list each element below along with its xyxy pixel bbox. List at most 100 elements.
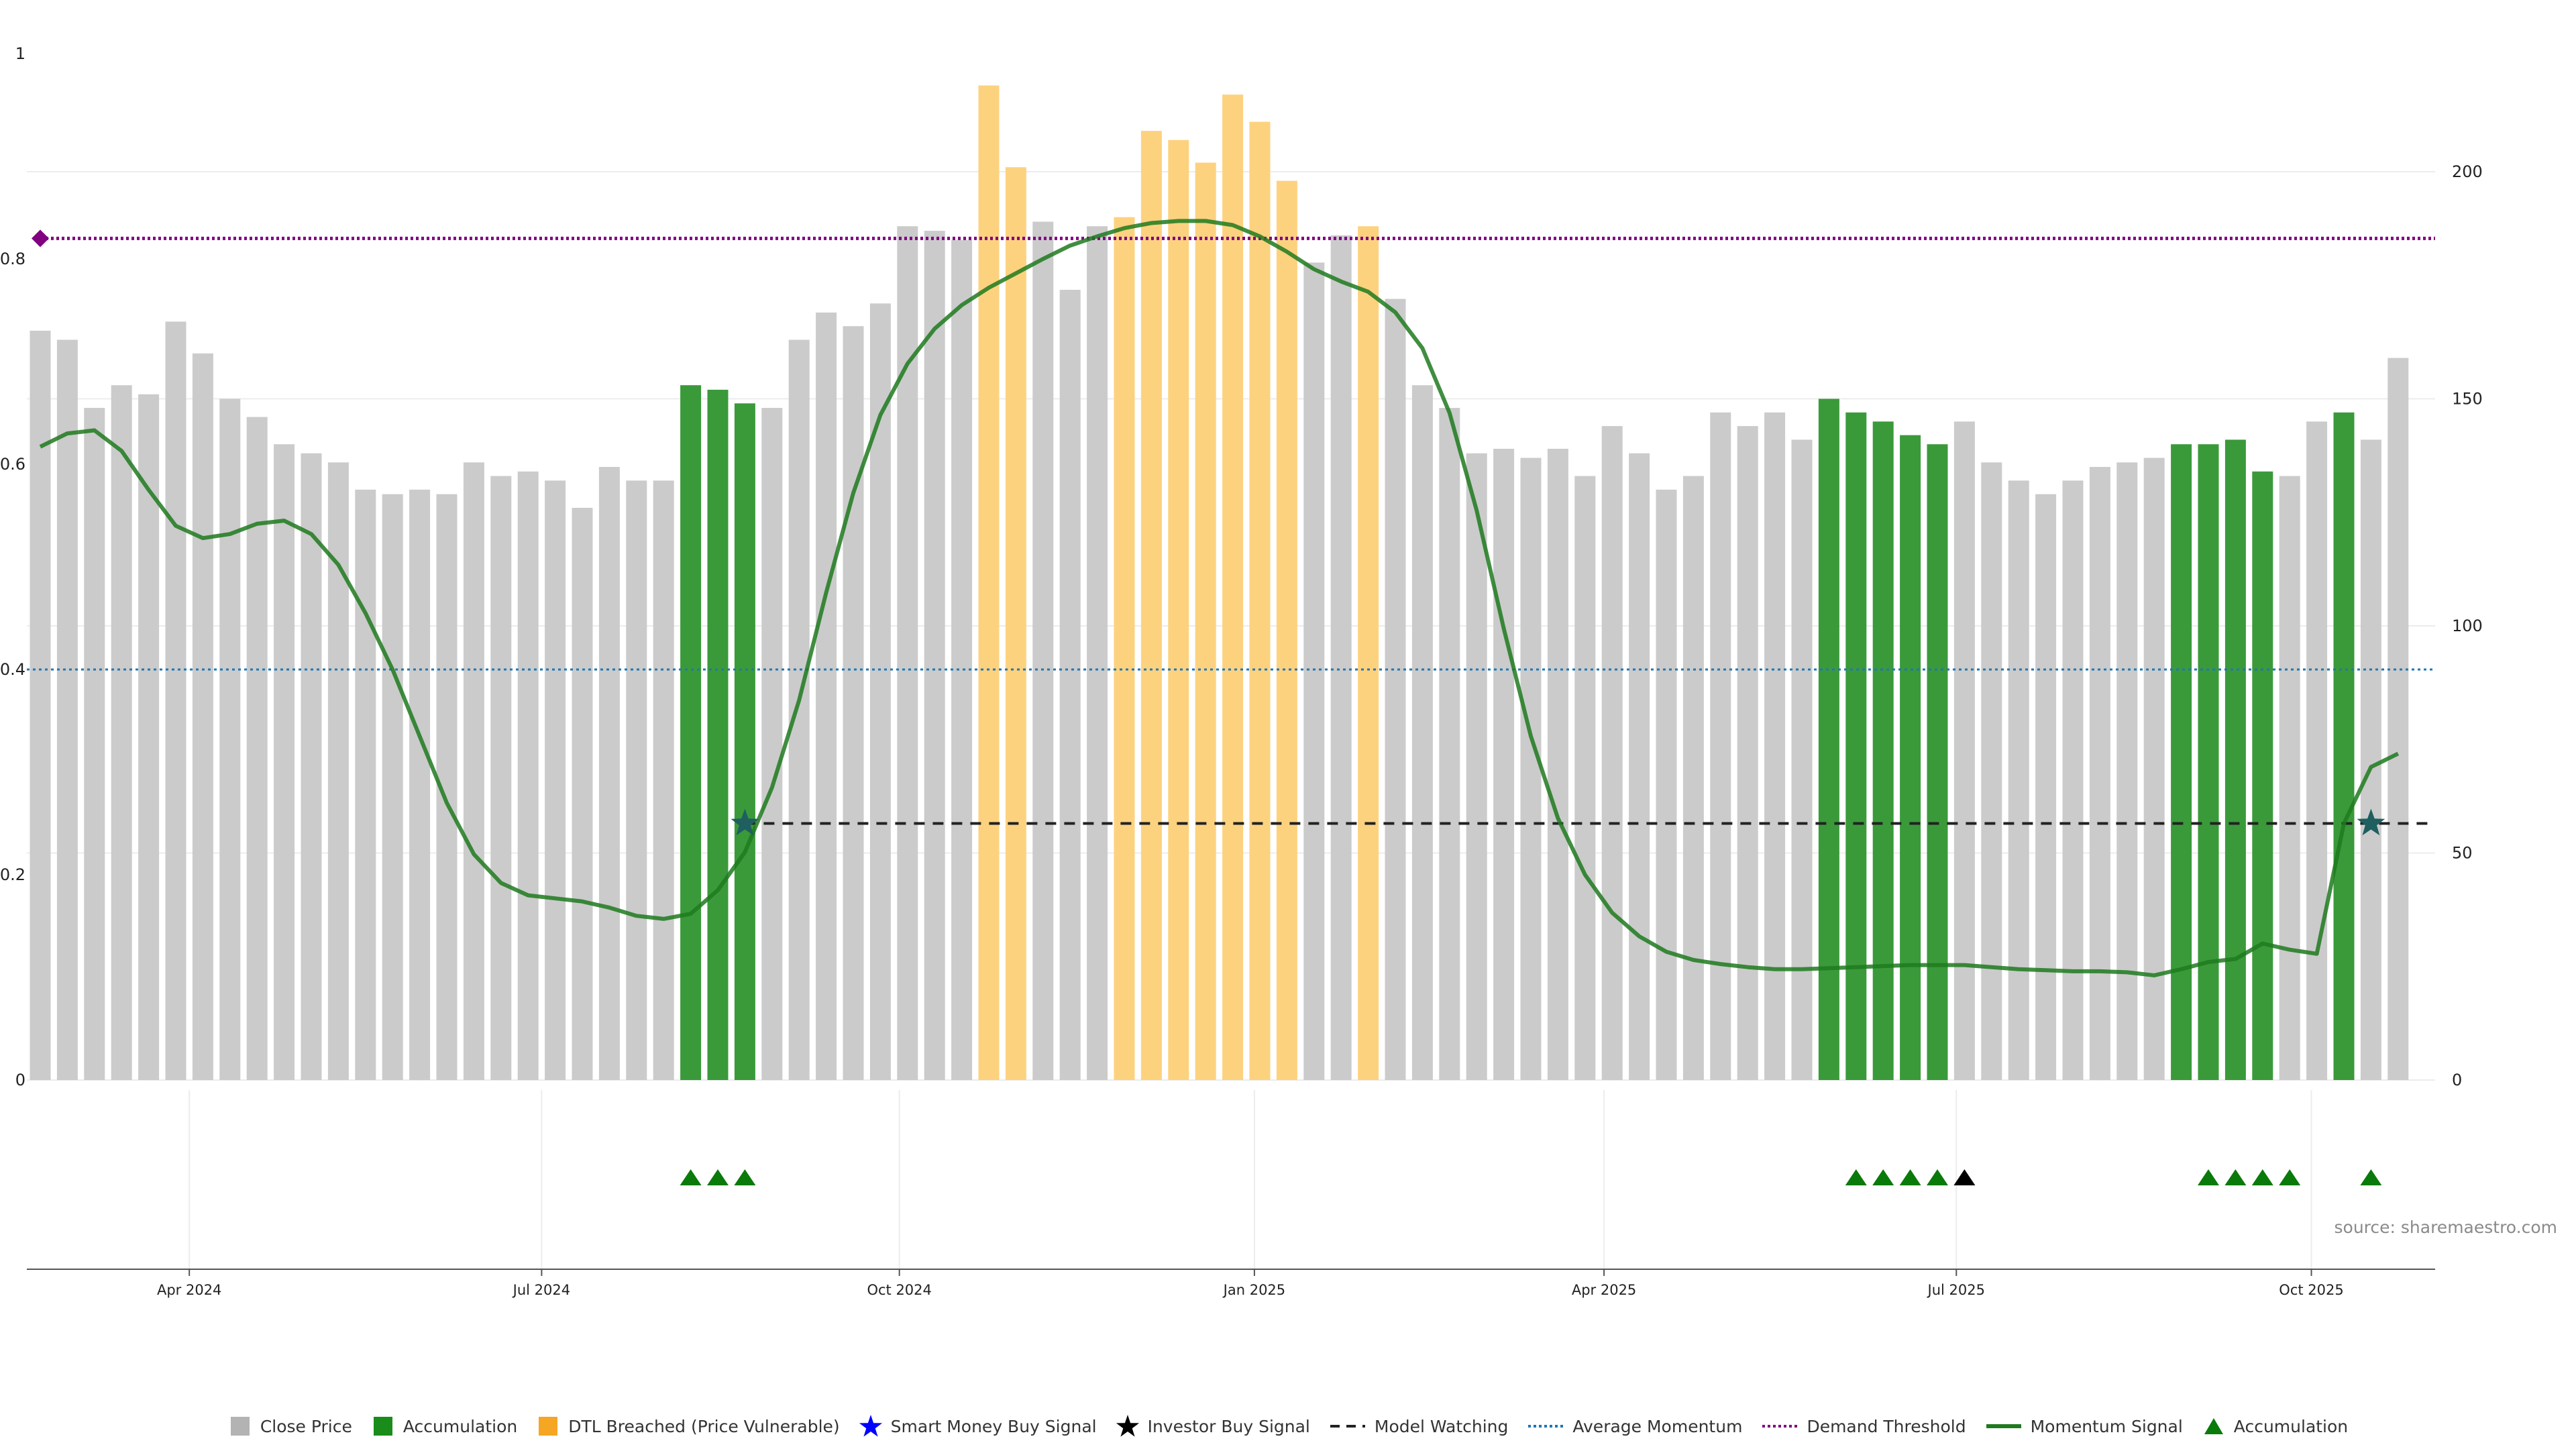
price-bar: [1330, 235, 1352, 1081]
price-bar: [111, 385, 132, 1080]
legend-star: [859, 1415, 882, 1437]
price-bar: [1114, 217, 1135, 1081]
x-axis-tick: Jul 2024: [512, 1282, 570, 1298]
price-bar: [2143, 458, 2165, 1080]
legend-label: Smart Money Buy Signal: [890, 1416, 1097, 1436]
right-axis-tick: 150: [2452, 390, 2483, 409]
price-bar: [545, 480, 566, 1080]
price-bar: [2062, 480, 2084, 1080]
price-bar: [1900, 435, 1921, 1080]
price-bar: [598, 467, 620, 1080]
accumulation-triangle-icon: [2360, 1169, 2382, 1185]
price-bar: [301, 453, 322, 1080]
price-bar: [1493, 448, 1515, 1080]
legend-item: Demand Threshold: [1761, 1414, 1966, 1438]
legend-label: Momentum Signal: [2030, 1416, 2183, 1436]
legend-line-icon: [1986, 1424, 2021, 1428]
momentum-signal-line: [39, 219, 2400, 977]
legend-item: Smart Money Buy Signal: [859, 1414, 1097, 1438]
price-bar: [2008, 480, 2029, 1080]
x-axis-tick: Apr 2025: [1572, 1282, 1636, 1298]
legend-triangle: [2204, 1418, 2223, 1434]
price-bar: [2224, 439, 2246, 1080]
price-bar: [1520, 458, 1542, 1080]
price-bar: [517, 471, 539, 1080]
price-bar: [1439, 408, 1460, 1080]
smart-money-star-icon: [731, 808, 759, 836]
axes: 0 0.2 0.4 0.6 0.8 1 0 50 100 150 200 Apr 2024 Jul 20…: [0, 44, 2483, 1298]
smart-money-star-icon: [2357, 808, 2385, 836]
left-axis-tick: 0.8: [0, 250, 25, 268]
price-bar: [246, 417, 268, 1080]
price-bar: [1411, 385, 1433, 1080]
legend-dotted-icon: [1762, 1425, 1798, 1428]
accumulation-triangle-icon: [1872, 1169, 1894, 1185]
accumulation-triangle-icon: [1899, 1169, 1921, 1185]
accumulation-triangle-icon: [2279, 1169, 2301, 1185]
price-bar: [572, 507, 593, 1080]
legend-label: Accumulation: [2233, 1416, 2349, 1436]
right-axis-tick: 50: [2452, 844, 2473, 863]
legend-item: Accumulation: [371, 1414, 517, 1438]
price-bar: [1682, 476, 1704, 1080]
price-bar: [1927, 444, 1948, 1080]
price-bar: [897, 226, 918, 1081]
price-bar: [1087, 226, 1108, 1081]
legend-label: Close Price: [260, 1416, 352, 1436]
legend-triangle-icon: [2204, 1418, 2223, 1434]
accumulation-triangle-icon: [734, 1169, 756, 1185]
price-bar: [1168, 140, 1189, 1081]
price-bar: [707, 389, 729, 1081]
left-axis-tick: 1: [15, 44, 25, 63]
legend-label: Average Momentum: [1572, 1416, 1743, 1436]
left-axis-tick: 0.6: [0, 455, 25, 474]
price-bar: [490, 476, 512, 1080]
price-bar: [1032, 221, 1054, 1081]
x-axis-tick: Apr 2024: [157, 1282, 221, 1298]
price-bar: [2360, 439, 2381, 1080]
price-bar: [2035, 494, 2057, 1080]
accumulation-triangle-icon: [1845, 1169, 1867, 1185]
legend-square-icon: [539, 1417, 558, 1436]
price-bar: [1195, 162, 1216, 1080]
signal-lines: [27, 219, 2435, 977]
price-bar: [2171, 444, 2192, 1080]
legend-dotted-icon: [1528, 1425, 1564, 1428]
x-axis-tick: Oct 2025: [2279, 1282, 2343, 1298]
legend-swatch: [539, 1417, 558, 1436]
price-bar: [1629, 453, 1650, 1080]
price-bar: [1764, 412, 1786, 1080]
price-bar: [84, 408, 105, 1080]
accumulation-triangle-icon: [1927, 1169, 1948, 1185]
price-bar: [1303, 262, 1325, 1081]
legend-item: DTL Breached (Price Vulnerable): [536, 1414, 840, 1438]
price-bar: [1358, 226, 1379, 1081]
accumulation-triangle-icon: [2224, 1169, 2247, 1185]
price-bar: [788, 339, 810, 1081]
price-bar: [1005, 167, 1026, 1080]
legend-label: Accumulation: [402, 1416, 518, 1436]
price-bar: [1845, 412, 1867, 1080]
price-bar: [1249, 121, 1271, 1080]
price-bar: [1574, 476, 1596, 1080]
price-bar: [30, 330, 51, 1080]
price-bar: [219, 398, 241, 1080]
price-bar: [1791, 439, 1813, 1080]
demand-threshold-diamond: [32, 229, 49, 248]
chart-legend: Close Price Accumulation DTL Breached (Pri…: [0, 1414, 2576, 1438]
x-axis-tick: Oct 2024: [867, 1282, 931, 1298]
accumulation-triangle-icon: [680, 1169, 702, 1185]
price-bar: [1547, 448, 1568, 1080]
price-bar: [1466, 453, 1487, 1080]
legend-item: Accumulation: [2202, 1414, 2348, 1438]
price-bar: [2252, 471, 2273, 1080]
price-bar: [2116, 462, 2138, 1080]
price-bar: [409, 489, 431, 1080]
price-bar: [2279, 476, 2300, 1080]
right-axis-tick: 0: [2452, 1071, 2462, 1089]
price-bar: [816, 312, 837, 1080]
price-bar: [1656, 489, 1677, 1080]
legend-swatch: [230, 1417, 250, 1436]
price-bar: [1222, 94, 1244, 1080]
